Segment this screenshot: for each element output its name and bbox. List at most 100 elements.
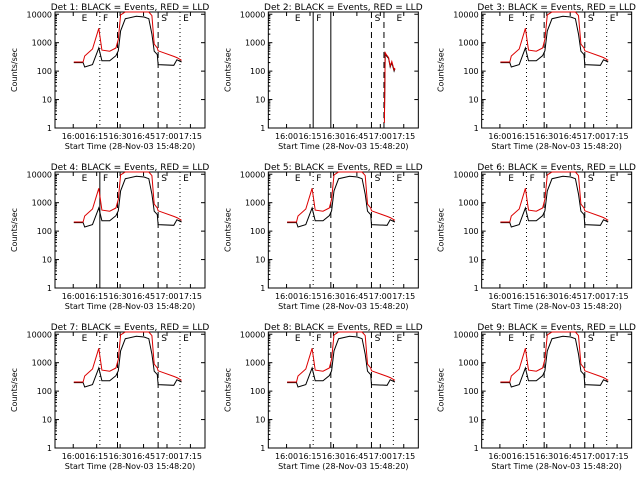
x-tick-label: 16:30 [322,132,345,141]
x-tick-label: 17:15 [179,452,202,461]
marker-label: E [183,14,189,24]
x-tick-label: 16:30 [109,132,132,141]
x-tick-label: 17:15 [179,132,202,141]
y-axis-label: Counts/sec [10,208,19,252]
marker-label: E [183,334,189,344]
x-tick-label: 17:15 [392,452,415,461]
x-tick-label: 16:00 [488,132,511,141]
x-tick-label: 17:00 [582,452,605,461]
y-tick-label: 1000 [245,39,265,48]
marker-label: E [610,334,616,344]
panel-det-7: Det 7: BLACK = Events, RED = LLD 1 10 100 10… [10,323,209,471]
y-tick-label: 10 [42,96,52,105]
x-axis-label: Start Time (28-Nov-03 15:48:20) [278,302,408,311]
x-tick-label: 17:15 [392,292,415,301]
x-tick-label: 16:15 [85,132,108,141]
x-tick-label: 16:15 [512,452,535,461]
marker-label: F [103,14,108,24]
x-tick-label: 16:30 [535,132,558,141]
y-tick-label: 10000 [453,170,478,179]
panel-title: Det 5: BLACK = Events, RED = LLD [264,163,423,173]
y-tick-label: 1000 [458,359,478,368]
marker-label: E [610,14,616,24]
marker-label: E [82,334,88,344]
x-tick-label: 16:00 [62,132,85,141]
x-axis-label: Start Time (28-Nov-03 15:48:20) [278,142,408,151]
marker-label: E [183,174,189,184]
panel-det-2: Det 2: BLACK = Events, RED = LLD 1 10 100 10… [223,3,422,151]
x-tick-label: 17:00 [155,452,178,461]
x-tick-label: 16:15 [298,132,321,141]
marker-label: F [530,334,535,344]
marker-label: E [396,14,402,24]
series-events-line [73,335,182,388]
series-lld-line [73,171,182,223]
marker-label: S [375,174,381,184]
marker-label: E [396,334,402,344]
y-axis-label: Counts/sec [10,48,19,92]
x-tick-label: 16:00 [62,292,85,301]
y-tick-label: 10000 [240,170,265,179]
x-tick-label: 17:15 [606,292,629,301]
y-tick-label: 1 [47,444,52,453]
panel-det-9: Det 9: BLACK = Events, RED = LLD 1 10 100 10… [437,323,636,471]
marker-label: E [610,174,616,184]
x-axis-label: Start Time (28-Nov-03 15:48:20) [65,302,195,311]
y-tick-label: 100 [250,387,265,396]
panel-det-6: Det 6: BLACK = Events, RED = LLD 1 10 100 10… [437,163,636,311]
marker-label: E [508,174,514,184]
panel-det-1: Det 1: BLACK = Events, RED = LLD 1 10 100 10… [10,3,209,151]
marker-label: E [508,334,514,344]
x-tick-label: 16:30 [535,452,558,461]
panel-title: Det 1: BLACK = Events, RED = LLD [51,3,210,13]
y-tick-label: 10 [255,96,265,105]
x-tick-label: 16:15 [298,452,321,461]
y-tick-label: 1 [474,284,479,293]
plot-frame [54,171,206,289]
marker-label: F [103,334,108,344]
marker-label: F [530,174,535,184]
y-tick-label: 1000 [245,359,265,368]
panel-title: Det 8: BLACK = Events, RED = LLD [264,323,423,333]
x-tick-label: 16:15 [298,292,321,301]
y-tick-label: 100 [37,67,52,76]
y-tick-label: 10000 [27,10,52,19]
y-tick-label: 10000 [453,330,478,339]
y-tick-label: 10000 [27,170,52,179]
series-events-line [500,175,609,228]
panel-det-5: Det 5: BLACK = Events, RED = LLD 1 10 100 10… [223,163,422,311]
y-axis-label: Counts/sec [223,208,232,252]
x-tick-label: 16:45 [559,292,582,301]
y-axis-label: Counts/sec [437,208,446,252]
x-tick-label: 16:45 [132,292,155,301]
x-tick-label: 17:00 [582,132,605,141]
marker-label: E [295,14,301,24]
x-tick-label: 16:30 [535,292,558,301]
y-tick-label: 100 [463,227,478,236]
x-tick-label: 17:00 [369,132,392,141]
x-tick-label: 17:00 [155,132,178,141]
x-tick-label: 16:30 [109,292,132,301]
y-tick-label: 1000 [32,199,52,208]
marker-label: S [588,334,594,344]
series-events-line [287,175,396,228]
y-tick-label: 100 [250,227,265,236]
marker-label: E [396,174,402,184]
x-tick-label: 16:15 [85,452,108,461]
y-tick-label: 1000 [458,39,478,48]
y-tick-label: 1 [260,124,265,133]
y-tick-label: 10000 [453,10,478,19]
y-tick-label: 100 [37,387,52,396]
x-tick-label: 16:30 [109,452,132,461]
series-events-line [500,15,609,68]
series-events-line [73,175,182,228]
marker-label: S [161,174,167,184]
panel-det-3: Det 3: BLACK = Events, RED = LLD 1 10 100 10… [437,3,636,151]
y-axis-label: Counts/sec [223,48,232,92]
marker-label: E [295,174,301,184]
series-lld-line [383,50,396,124]
y-tick-label: 1000 [32,39,52,48]
y-tick-label: 10 [468,256,478,265]
y-tick-label: 1 [474,444,479,453]
